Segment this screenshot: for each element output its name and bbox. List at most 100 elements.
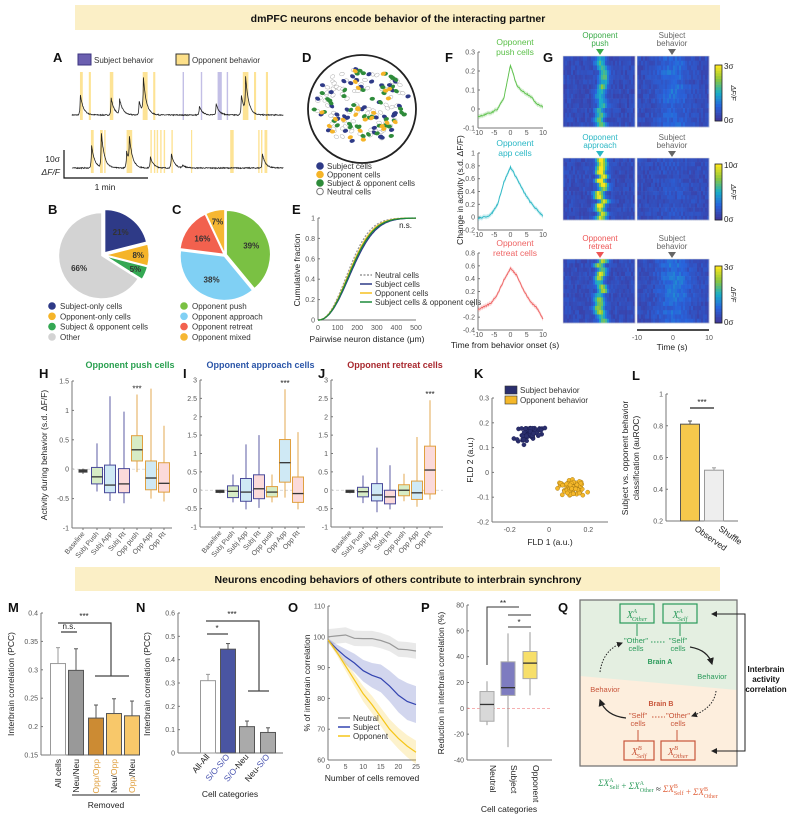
heatmap-cell bbox=[589, 117, 592, 123]
heatmap-cell bbox=[669, 70, 672, 76]
heatmap-cell bbox=[703, 112, 706, 118]
heatmap-cell bbox=[647, 186, 650, 192]
heatmap-cell bbox=[641, 314, 644, 320]
heatmap-cell bbox=[657, 305, 660, 311]
opponent-behavior-event bbox=[126, 130, 133, 173]
heatmap-cell bbox=[697, 267, 700, 273]
heatmap-cell bbox=[615, 211, 618, 217]
heatmap-cell bbox=[705, 84, 708, 90]
activity-box bbox=[619, 603, 655, 624]
y-tick-label: 0.3 bbox=[479, 396, 489, 403]
heatmap-cell bbox=[693, 186, 696, 192]
cell bbox=[392, 119, 398, 125]
heatmap-cell bbox=[601, 182, 604, 188]
heatmap-cell bbox=[663, 211, 666, 217]
heatmap-cell bbox=[667, 318, 670, 324]
heatmap-cell bbox=[655, 122, 658, 128]
heatmap-cell bbox=[589, 215, 592, 221]
heatmap-cell bbox=[581, 103, 584, 109]
heatmap-cell bbox=[609, 215, 612, 221]
heatmap-cell bbox=[707, 293, 710, 298]
heatmap-cell bbox=[573, 293, 576, 298]
label-part: Opp bbox=[127, 777, 137, 793]
heatmap-cell bbox=[661, 310, 664, 315]
heatmap-cell bbox=[633, 178, 636, 184]
heatmap-cell bbox=[601, 65, 604, 71]
heatmap-cell bbox=[589, 162, 592, 167]
heatmap-cell bbox=[683, 112, 686, 118]
heatmap-cell bbox=[653, 305, 656, 311]
heatmap-cell bbox=[595, 65, 598, 71]
heatmap-cell bbox=[615, 89, 618, 95]
heatmap-cell bbox=[701, 280, 704, 285]
opponent-behavior-event bbox=[150, 130, 152, 173]
heatmap-cell bbox=[665, 318, 668, 324]
heatmap-cell bbox=[615, 215, 618, 221]
heatmap-cell bbox=[653, 74, 656, 80]
heatmap-cell bbox=[617, 162, 620, 167]
heatmap-cell bbox=[705, 158, 708, 163]
heatmap-cell bbox=[671, 170, 674, 175]
heatmap-cell bbox=[699, 166, 702, 171]
heatmap-cell bbox=[605, 158, 608, 163]
heatmap-cell bbox=[573, 267, 576, 273]
colorbar-max: 10σ bbox=[724, 161, 738, 170]
heatmap-cell bbox=[643, 178, 646, 184]
heatmap-cell bbox=[671, 98, 674, 104]
heatmap-cell bbox=[593, 117, 596, 123]
heatmap-cell bbox=[677, 203, 680, 208]
heatmap-cell bbox=[567, 305, 570, 311]
heatmap-cell bbox=[699, 103, 702, 109]
heatmap-cell bbox=[693, 191, 696, 196]
heatmap-cell bbox=[707, 178, 710, 184]
heatmap-cell bbox=[653, 84, 656, 90]
heatmap-cell bbox=[665, 84, 668, 90]
heatmap-cell bbox=[689, 263, 692, 268]
heatmap-cell bbox=[655, 162, 658, 167]
heatmap-cell bbox=[589, 195, 592, 200]
heatmap-cell bbox=[697, 314, 700, 320]
heatmap-cell bbox=[683, 207, 686, 213]
heatmap-cell bbox=[681, 305, 684, 311]
heatmap-cell bbox=[611, 284, 614, 290]
heatmap-cell bbox=[615, 84, 618, 90]
heatmap-cell bbox=[593, 84, 596, 90]
heatmap-cell bbox=[659, 93, 662, 99]
heatmap-cell bbox=[573, 203, 576, 208]
y-tick-label: 0.4 bbox=[465, 189, 475, 196]
heatmap-cell bbox=[603, 305, 606, 311]
heatmap-cell bbox=[653, 89, 656, 95]
heatmap-cell bbox=[701, 203, 704, 208]
heatmap-cell bbox=[565, 293, 568, 298]
heatmap-cell bbox=[665, 117, 668, 123]
heatmap-cell bbox=[621, 207, 624, 213]
heatmap-cell bbox=[691, 74, 694, 80]
heatmap-cell bbox=[577, 60, 580, 66]
x-axis-label: Cell categories bbox=[481, 804, 537, 814]
heatmap-cell bbox=[605, 280, 608, 285]
colorbar-segment bbox=[715, 271, 722, 275]
x-tick-label: 0 bbox=[671, 335, 675, 342]
heatmap-cell bbox=[577, 199, 580, 204]
heatmap-cell bbox=[641, 186, 644, 192]
heatmap-cell bbox=[681, 276, 684, 281]
heatmap-cell bbox=[605, 263, 608, 268]
y-tick-label: 0 bbox=[471, 215, 475, 222]
legend-dot bbox=[316, 179, 324, 187]
heatmap-cell bbox=[663, 203, 666, 208]
colorbar-segment bbox=[715, 87, 722, 91]
heatmap-cell bbox=[675, 98, 678, 104]
heatmap-cell bbox=[579, 56, 582, 62]
heatmap-cell bbox=[699, 178, 702, 184]
heatmap-cell bbox=[703, 301, 706, 307]
heatmap-cell bbox=[615, 178, 618, 184]
heatmap-cell bbox=[587, 89, 590, 95]
heatmap-cell bbox=[639, 65, 642, 71]
heatmap-cell bbox=[573, 297, 576, 302]
heatmap-cell bbox=[677, 103, 680, 109]
heatmap-cell bbox=[655, 271, 658, 277]
heatmap-cell bbox=[571, 305, 574, 311]
heatmap-cell bbox=[621, 182, 624, 188]
heatmap-cell bbox=[625, 297, 628, 302]
heatmap-cell bbox=[609, 305, 612, 311]
